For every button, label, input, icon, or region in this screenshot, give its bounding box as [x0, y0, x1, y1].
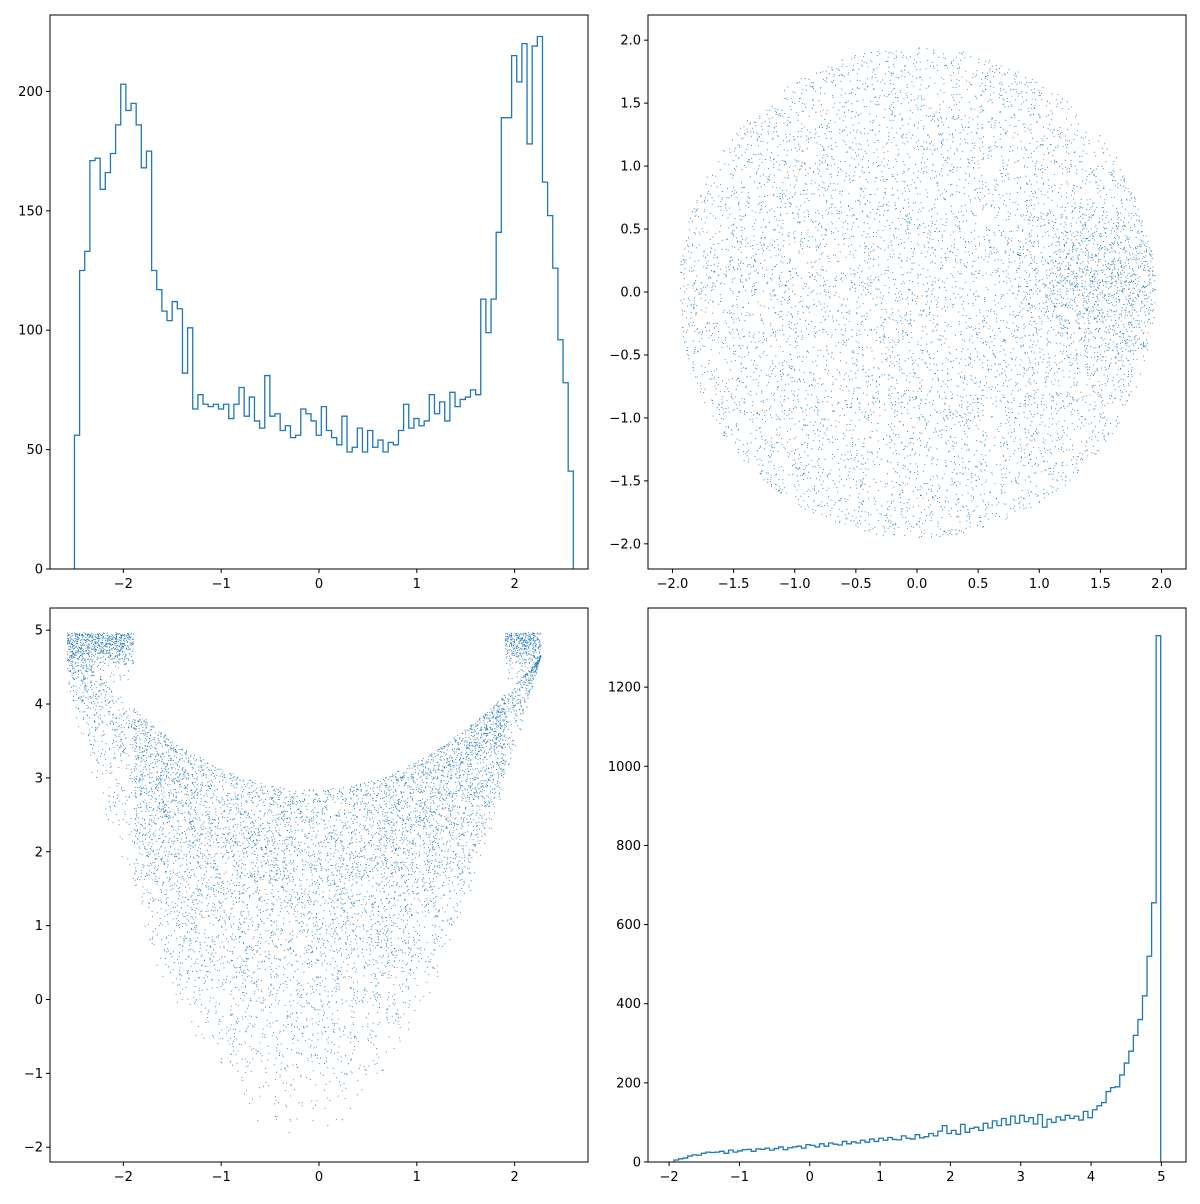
y-tick-label: 600	[616, 918, 641, 933]
x-tick-label: 2.0	[1151, 577, 1172, 592]
chart-top-right: −2.0 −1.5 −1.0 −0.5 0.0 0.5 1.0 1.5 2.0 −2.0 −1.5 −…	[609, 14, 1187, 592]
y-tick-label: 3	[35, 771, 43, 786]
scatter-points	[679, 47, 1156, 538]
histogram-step	[73, 35, 574, 569]
plot-area	[679, 47, 1156, 538]
y-tick-label: 2	[35, 845, 43, 860]
x-tick-label: 1.5	[1090, 577, 1111, 592]
x-tick-label: 0	[315, 577, 323, 592]
x-tick-label: −2	[114, 1170, 133, 1185]
y-tick-label: 4	[35, 698, 43, 713]
x-tick-label: 0	[315, 1170, 323, 1185]
x-tick-label: 0	[806, 1170, 814, 1185]
y-tick-label: −1.5	[609, 474, 641, 489]
histogram-step	[673, 635, 1162, 1162]
x-tick-label: 2	[946, 1170, 954, 1185]
y-tick-label: 1000	[608, 760, 641, 775]
y-tick-label: 150	[18, 204, 43, 219]
x-tick-label: −1	[212, 577, 231, 592]
x-tick-label: −2.0	[657, 577, 689, 592]
y-tick-label: −0.5	[609, 348, 641, 363]
y-tick-label: 5	[35, 624, 43, 639]
y-tick-label: −2	[24, 1141, 43, 1156]
y-tick-label: 1.0	[620, 160, 641, 175]
y-tick-label: 100	[18, 324, 43, 339]
x-tick-label: 3	[1017, 1170, 1025, 1185]
x-tick-label: 0.5	[968, 577, 989, 592]
x-tick-label: 1.0	[1029, 577, 1050, 592]
x-tick-label: 1	[876, 1170, 884, 1185]
x-tick-label: −1.5	[718, 577, 750, 592]
x-tick-label: 1	[413, 577, 421, 592]
y-tick-label: 1	[35, 919, 43, 934]
y-tick-label: 0	[633, 1156, 641, 1171]
plot-area	[73, 35, 574, 569]
x-tick-label: 0.0	[907, 577, 928, 592]
x-tick-label: −2	[660, 1170, 679, 1185]
x-tick-label: 2	[510, 1170, 518, 1185]
y-tick-label: 0.0	[620, 286, 641, 301]
x-tick-label: 4	[1087, 1170, 1095, 1185]
y-tick-label: 800	[616, 839, 641, 854]
x-tick-label: 2	[510, 577, 518, 592]
x-tick-label: −1	[212, 1170, 231, 1185]
y-tick-label: 0	[35, 563, 43, 578]
x-tick-label: 5	[1157, 1170, 1165, 1185]
y-tick-label: −2.0	[609, 537, 641, 552]
chart-top-left: −2 −1 0 1 2 0 50 100 150 200	[18, 14, 589, 592]
x-tick-label: −2	[114, 577, 133, 592]
chart-bottom-left: −2 −1 0 1 2 −2 −1 0 1 2 3 4 5	[24, 607, 589, 1185]
chart-bottom-right: −2 −1 0 1 2 3 4 5 0 200 400 600 800 1000 1200	[608, 607, 1187, 1185]
plot-area	[673, 635, 1162, 1162]
x-tick-label: 1	[413, 1170, 421, 1185]
y-tick-label: −1	[24, 1067, 43, 1082]
y-tick-label: 1200	[608, 681, 641, 696]
x-tick-label: −1.0	[779, 577, 811, 592]
axes-frame	[647, 607, 1187, 1163]
y-tick-label: 0.5	[620, 223, 641, 238]
y-tick-label: 2.0	[620, 34, 641, 49]
y-tick-label: −1.0	[609, 411, 641, 426]
y-tick-label: 0	[35, 993, 43, 1008]
y-tick-label: 200	[616, 1076, 641, 1091]
x-tick-label: −0.5	[840, 577, 872, 592]
y-tick-label: 1.5	[620, 97, 641, 112]
y-tick-label: 50	[26, 443, 43, 458]
y-tick-label: 400	[616, 997, 641, 1012]
x-tick-label: −1	[730, 1170, 749, 1185]
y-tick-label: 200	[18, 85, 43, 100]
